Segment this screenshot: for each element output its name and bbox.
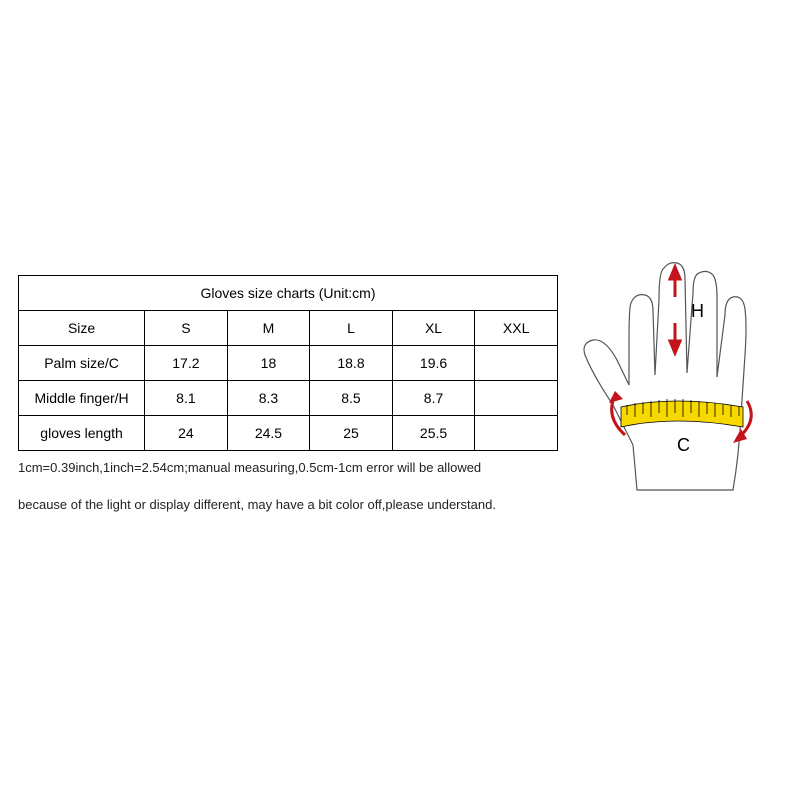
cell: 8.3 [227,381,310,416]
label-h: H [691,301,704,321]
cell [475,381,558,416]
footnote-line-1: 1cm=0.39inch,1inch=2.54cm;manual measuri… [18,460,658,475]
cell: 19.6 [392,346,475,381]
cell: 8.1 [145,381,228,416]
header-xxl: XXL [475,311,558,346]
header-size: Size [19,311,145,346]
header-s: S [145,311,228,346]
cell [475,416,558,451]
page-container: Gloves size charts (Unit:cm) Size S M L … [0,0,800,800]
cell: 18 [227,346,310,381]
hand-outline-icon [584,263,746,490]
header-xl: XL [392,311,475,346]
table-title-row: Gloves size charts (Unit:cm) [19,276,558,311]
size-chart-table: Gloves size charts (Unit:cm) Size S M L … [18,275,558,451]
table-row: gloves length 24 24.5 25 25.5 [19,416,558,451]
header-m: M [227,311,310,346]
table-title: Gloves size charts (Unit:cm) [19,276,558,311]
label-c: C [677,435,690,455]
footnotes: 1cm=0.39inch,1inch=2.54cm;manual measuri… [18,460,658,534]
table-header-row: Size S M L XL XXL [19,311,558,346]
table-row: Palm size/C 17.2 18 18.8 19.6 [19,346,558,381]
row-label: Palm size/C [19,346,145,381]
cell: 24 [145,416,228,451]
row-label: gloves length [19,416,145,451]
cell: 17.2 [145,346,228,381]
cell: 18.8 [310,346,393,381]
row-label: Middle finger/H [19,381,145,416]
cell: 25 [310,416,393,451]
footnote-line-2: because of the light or display differen… [18,497,658,512]
cell: 24.5 [227,416,310,451]
hand-diagram: H [575,245,775,505]
cell [475,346,558,381]
cell: 8.7 [392,381,475,416]
cell: 8.5 [310,381,393,416]
header-l: L [310,311,393,346]
table-row: Middle finger/H 8.1 8.3 8.5 8.7 [19,381,558,416]
size-chart-table-wrap: Gloves size charts (Unit:cm) Size S M L … [18,275,558,451]
cell: 25.5 [392,416,475,451]
